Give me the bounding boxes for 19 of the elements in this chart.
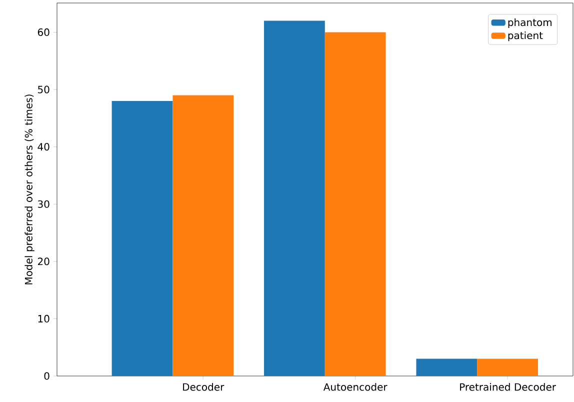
bar xyxy=(477,358,538,376)
y-tick-label: 50 xyxy=(38,86,50,94)
legend-label: phantom xyxy=(508,18,552,28)
y-tick-label: 30 xyxy=(38,200,50,208)
x-tick-label: Decoder xyxy=(183,383,224,391)
legend-label: patient xyxy=(508,31,543,42)
y-tick-label: 10 xyxy=(38,314,50,322)
y-tick-label: 0 xyxy=(44,372,50,380)
bar xyxy=(324,32,386,376)
x-tick-label: Pretrained Decoder xyxy=(460,383,556,391)
y-axis-title: Model preferred over others (% times) xyxy=(24,94,34,284)
bar xyxy=(416,358,478,376)
bar xyxy=(172,95,234,376)
y-tick-label: 20 xyxy=(38,258,50,266)
bar xyxy=(264,20,325,376)
y-tick-label: 60 xyxy=(38,28,50,36)
x-tick-label: Autoencoder xyxy=(323,383,388,391)
bar xyxy=(112,100,173,376)
y-tick-label: 40 xyxy=(38,143,50,151)
